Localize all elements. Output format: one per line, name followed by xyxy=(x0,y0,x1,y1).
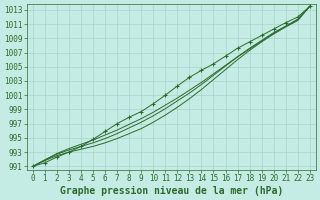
X-axis label: Graphe pression niveau de la mer (hPa): Graphe pression niveau de la mer (hPa) xyxy=(60,186,283,196)
